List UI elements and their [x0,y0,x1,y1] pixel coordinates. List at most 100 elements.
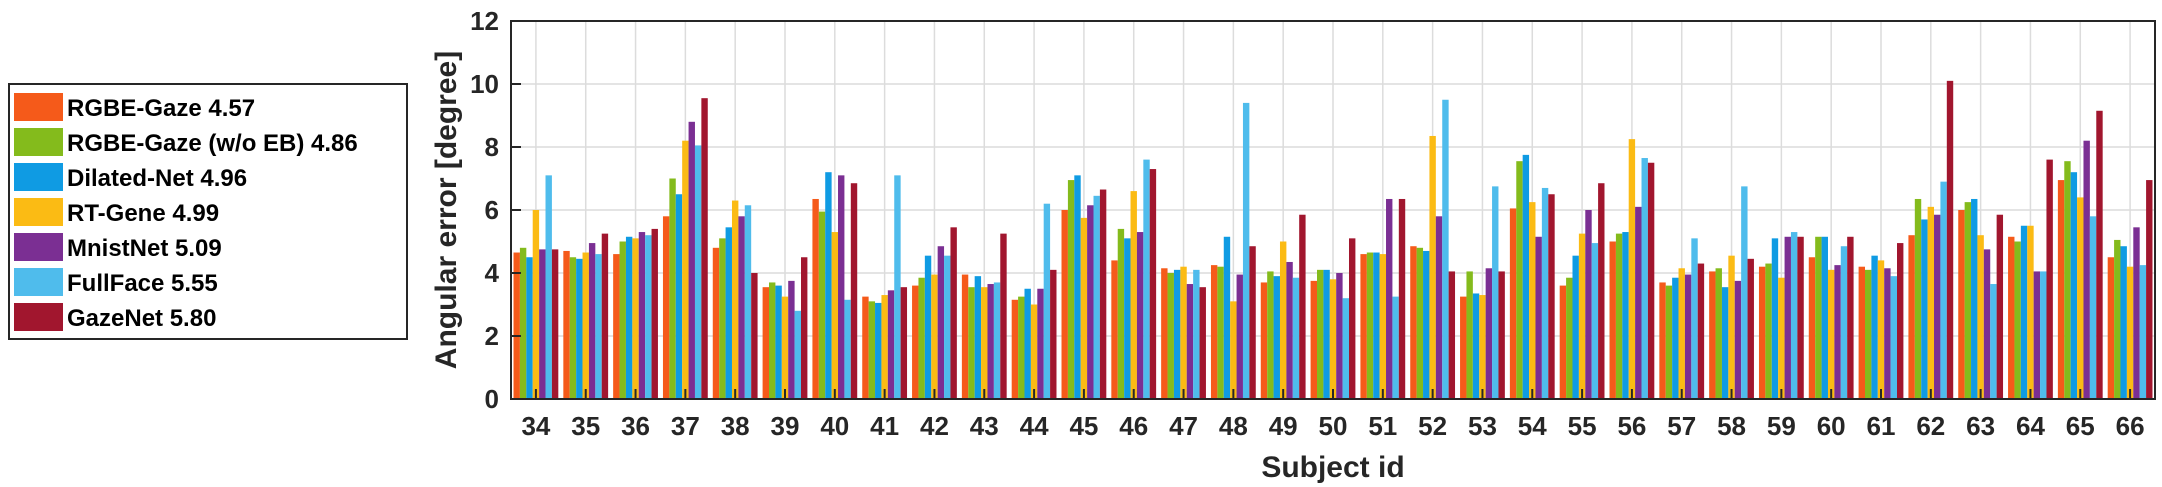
bar [1366,252,1374,399]
bar [1897,243,1904,399]
legend-swatch [14,93,63,121]
bar [1865,269,1872,399]
bar [1099,189,1107,399]
bar [2057,180,2065,399]
bar [1691,238,1698,399]
bar [1050,269,1057,399]
bar [1186,284,1194,399]
bar [1249,246,1256,399]
bar [1790,232,1798,399]
bar [1117,228,1125,399]
x-tick-label: 62 [1916,411,1945,441]
bar [1535,236,1542,399]
bar [1136,232,1144,399]
bar [1149,169,1157,399]
bar [2027,225,2034,399]
bar [1349,238,1356,399]
bar [513,252,520,399]
bar [1964,202,1972,399]
legend-swatch [14,163,63,191]
bar [1635,206,1642,399]
bar [1342,298,1349,399]
bar [1908,235,1915,399]
bar [1230,301,1237,399]
bar [1310,280,1317,399]
legend-label: FullFace 5.55 [67,270,218,297]
bar [781,296,789,399]
bar [1030,304,1038,399]
bar [601,233,609,399]
bar [981,287,988,399]
legend-label: Dilated-Net 4.96 [67,165,247,192]
bar [887,290,895,399]
bar [682,140,689,399]
x-tick-label: 63 [1966,411,1995,441]
bar [881,295,888,399]
bar [801,257,808,399]
x-tick-label: 53 [1468,411,1497,441]
x-tick-label: 59 [1767,411,1796,441]
bar [1260,282,1268,399]
bar [1921,219,1928,399]
bar [1784,236,1791,399]
bar [968,287,975,399]
x-tick-label: 35 [571,411,600,441]
bar [900,287,908,399]
bar [1000,233,1007,399]
bar [645,235,652,399]
bar [775,285,782,399]
x-tick-label: 64 [2016,411,2045,441]
bar [738,216,745,399]
legend-swatch [14,198,63,226]
bar [1741,186,1748,399]
legend-swatch [14,303,63,331]
bar [868,301,876,399]
bar [1336,273,1343,399]
bar [1628,139,1636,399]
bar [519,247,527,399]
y-axis-title: Angular error [degree] [430,51,463,369]
bar [1821,236,1828,399]
x-tick-label: 52 [1418,411,1447,441]
bar [1373,252,1380,399]
y-tick-label: 12 [470,6,499,36]
bar [1914,198,1922,399]
bar [1024,288,1031,399]
bar [1728,255,1735,399]
bar [1111,260,1118,399]
bar [1429,135,1436,399]
bar [1317,269,1324,399]
x-tick-label: 39 [771,411,800,441]
bar [762,287,769,399]
bar [1018,296,1025,399]
bar [1659,282,1666,399]
bar [1871,255,1878,399]
bar [1572,255,1579,399]
x-tick-label: 42 [920,411,949,441]
x-tick-label: 36 [621,411,650,441]
bar [1747,258,1754,399]
bar [1093,195,1100,399]
bar [2120,246,2127,399]
bar [2146,180,2153,399]
bar [1067,180,1075,399]
y-tick-label: 4 [485,258,500,288]
bar [651,228,658,399]
bar [1516,161,1523,399]
bar [1566,277,1573,399]
bar [1647,162,1655,399]
bar [1598,183,1605,399]
bar [1323,269,1330,399]
x-tick-label: 34 [521,411,550,441]
bar [1410,246,1417,399]
bar [1011,299,1019,399]
bar [576,258,583,399]
bar [744,205,752,399]
bar [1721,287,1729,399]
bar [1442,99,1449,399]
x-tick-label: 44 [1020,411,1049,441]
bar [532,210,540,399]
bar [1223,236,1231,399]
bar [1983,249,1991,399]
